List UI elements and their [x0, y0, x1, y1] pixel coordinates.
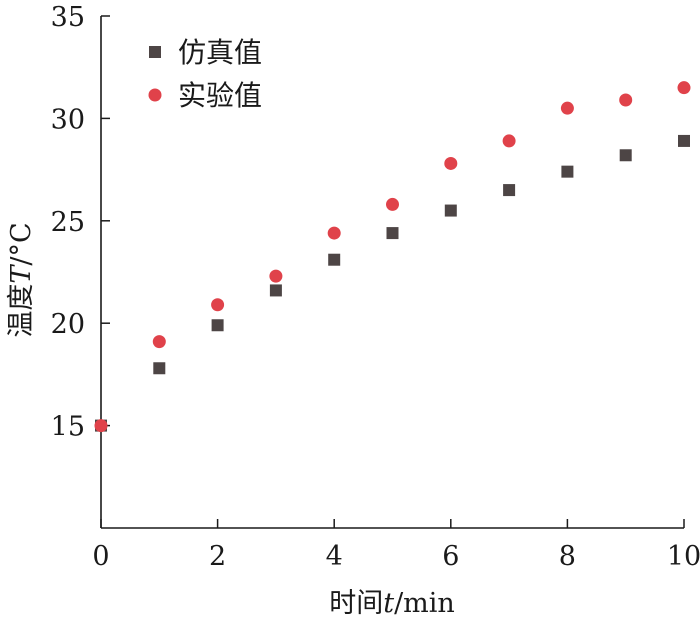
circle-point: [677, 81, 691, 95]
x-tick-label: 8: [559, 541, 576, 572]
circle-point: [619, 93, 633, 107]
square-point: [444, 204, 457, 217]
x-axis-title-unit: /min: [394, 588, 455, 619]
x-axis-title: 时间t/min: [329, 588, 455, 619]
ticks: 0 2 4 6 8 10 15 20 25 30 35: [51, 2, 700, 572]
legend-marker: [148, 88, 162, 102]
x-tick-label: 2: [209, 541, 226, 572]
circle-point: [94, 419, 108, 433]
circle-point: [211, 298, 225, 312]
y-axis-title-variable: T: [6, 264, 37, 284]
legend-label: 实验值: [178, 79, 262, 112]
circle-point: [269, 269, 283, 283]
x-tick-label: 4: [326, 541, 343, 572]
square-point: [269, 284, 282, 297]
square-point: [328, 253, 341, 266]
legend-item: 仿真值: [149, 36, 262, 69]
square-point: [153, 362, 166, 375]
y-axis-title: 温度T/°C: [6, 222, 37, 337]
y-tick-label: 25: [51, 207, 85, 238]
y-tick-label: 30: [51, 104, 85, 135]
legend-label: 仿真值: [178, 36, 262, 69]
x-tick-label: 6: [442, 541, 459, 572]
x-tick-label: 0: [92, 541, 109, 572]
y-tick-label: 15: [51, 412, 85, 443]
x-tick-label: 10: [667, 541, 700, 572]
series-2: [94, 81, 691, 433]
circle-point: [327, 226, 341, 240]
square-point: [678, 134, 690, 147]
x-axis-title-variable: t: [383, 588, 394, 619]
legend-marker: [149, 46, 161, 58]
square-point: [386, 227, 399, 240]
y-axis-title-prefix: 温度: [6, 284, 37, 338]
square-point: [619, 149, 632, 162]
legend-item: 实验值: [148, 79, 262, 112]
data-points: [94, 81, 691, 433]
x-axis-title-prefix: 时间: [329, 588, 383, 619]
circle-point: [560, 101, 574, 115]
square-point: [211, 319, 224, 332]
circle-point: [502, 134, 516, 148]
square-point: [503, 184, 516, 197]
circle-point: [444, 156, 458, 170]
axes: [100, 16, 684, 529]
y-tick-label: 20: [51, 309, 85, 340]
series-1: [95, 134, 690, 432]
circle-point: [386, 197, 399, 211]
y-tick-label: 35: [51, 2, 85, 33]
square-point: [561, 165, 574, 178]
circle-point: [152, 335, 166, 349]
y-axis-title-unit: /°C: [6, 222, 37, 265]
